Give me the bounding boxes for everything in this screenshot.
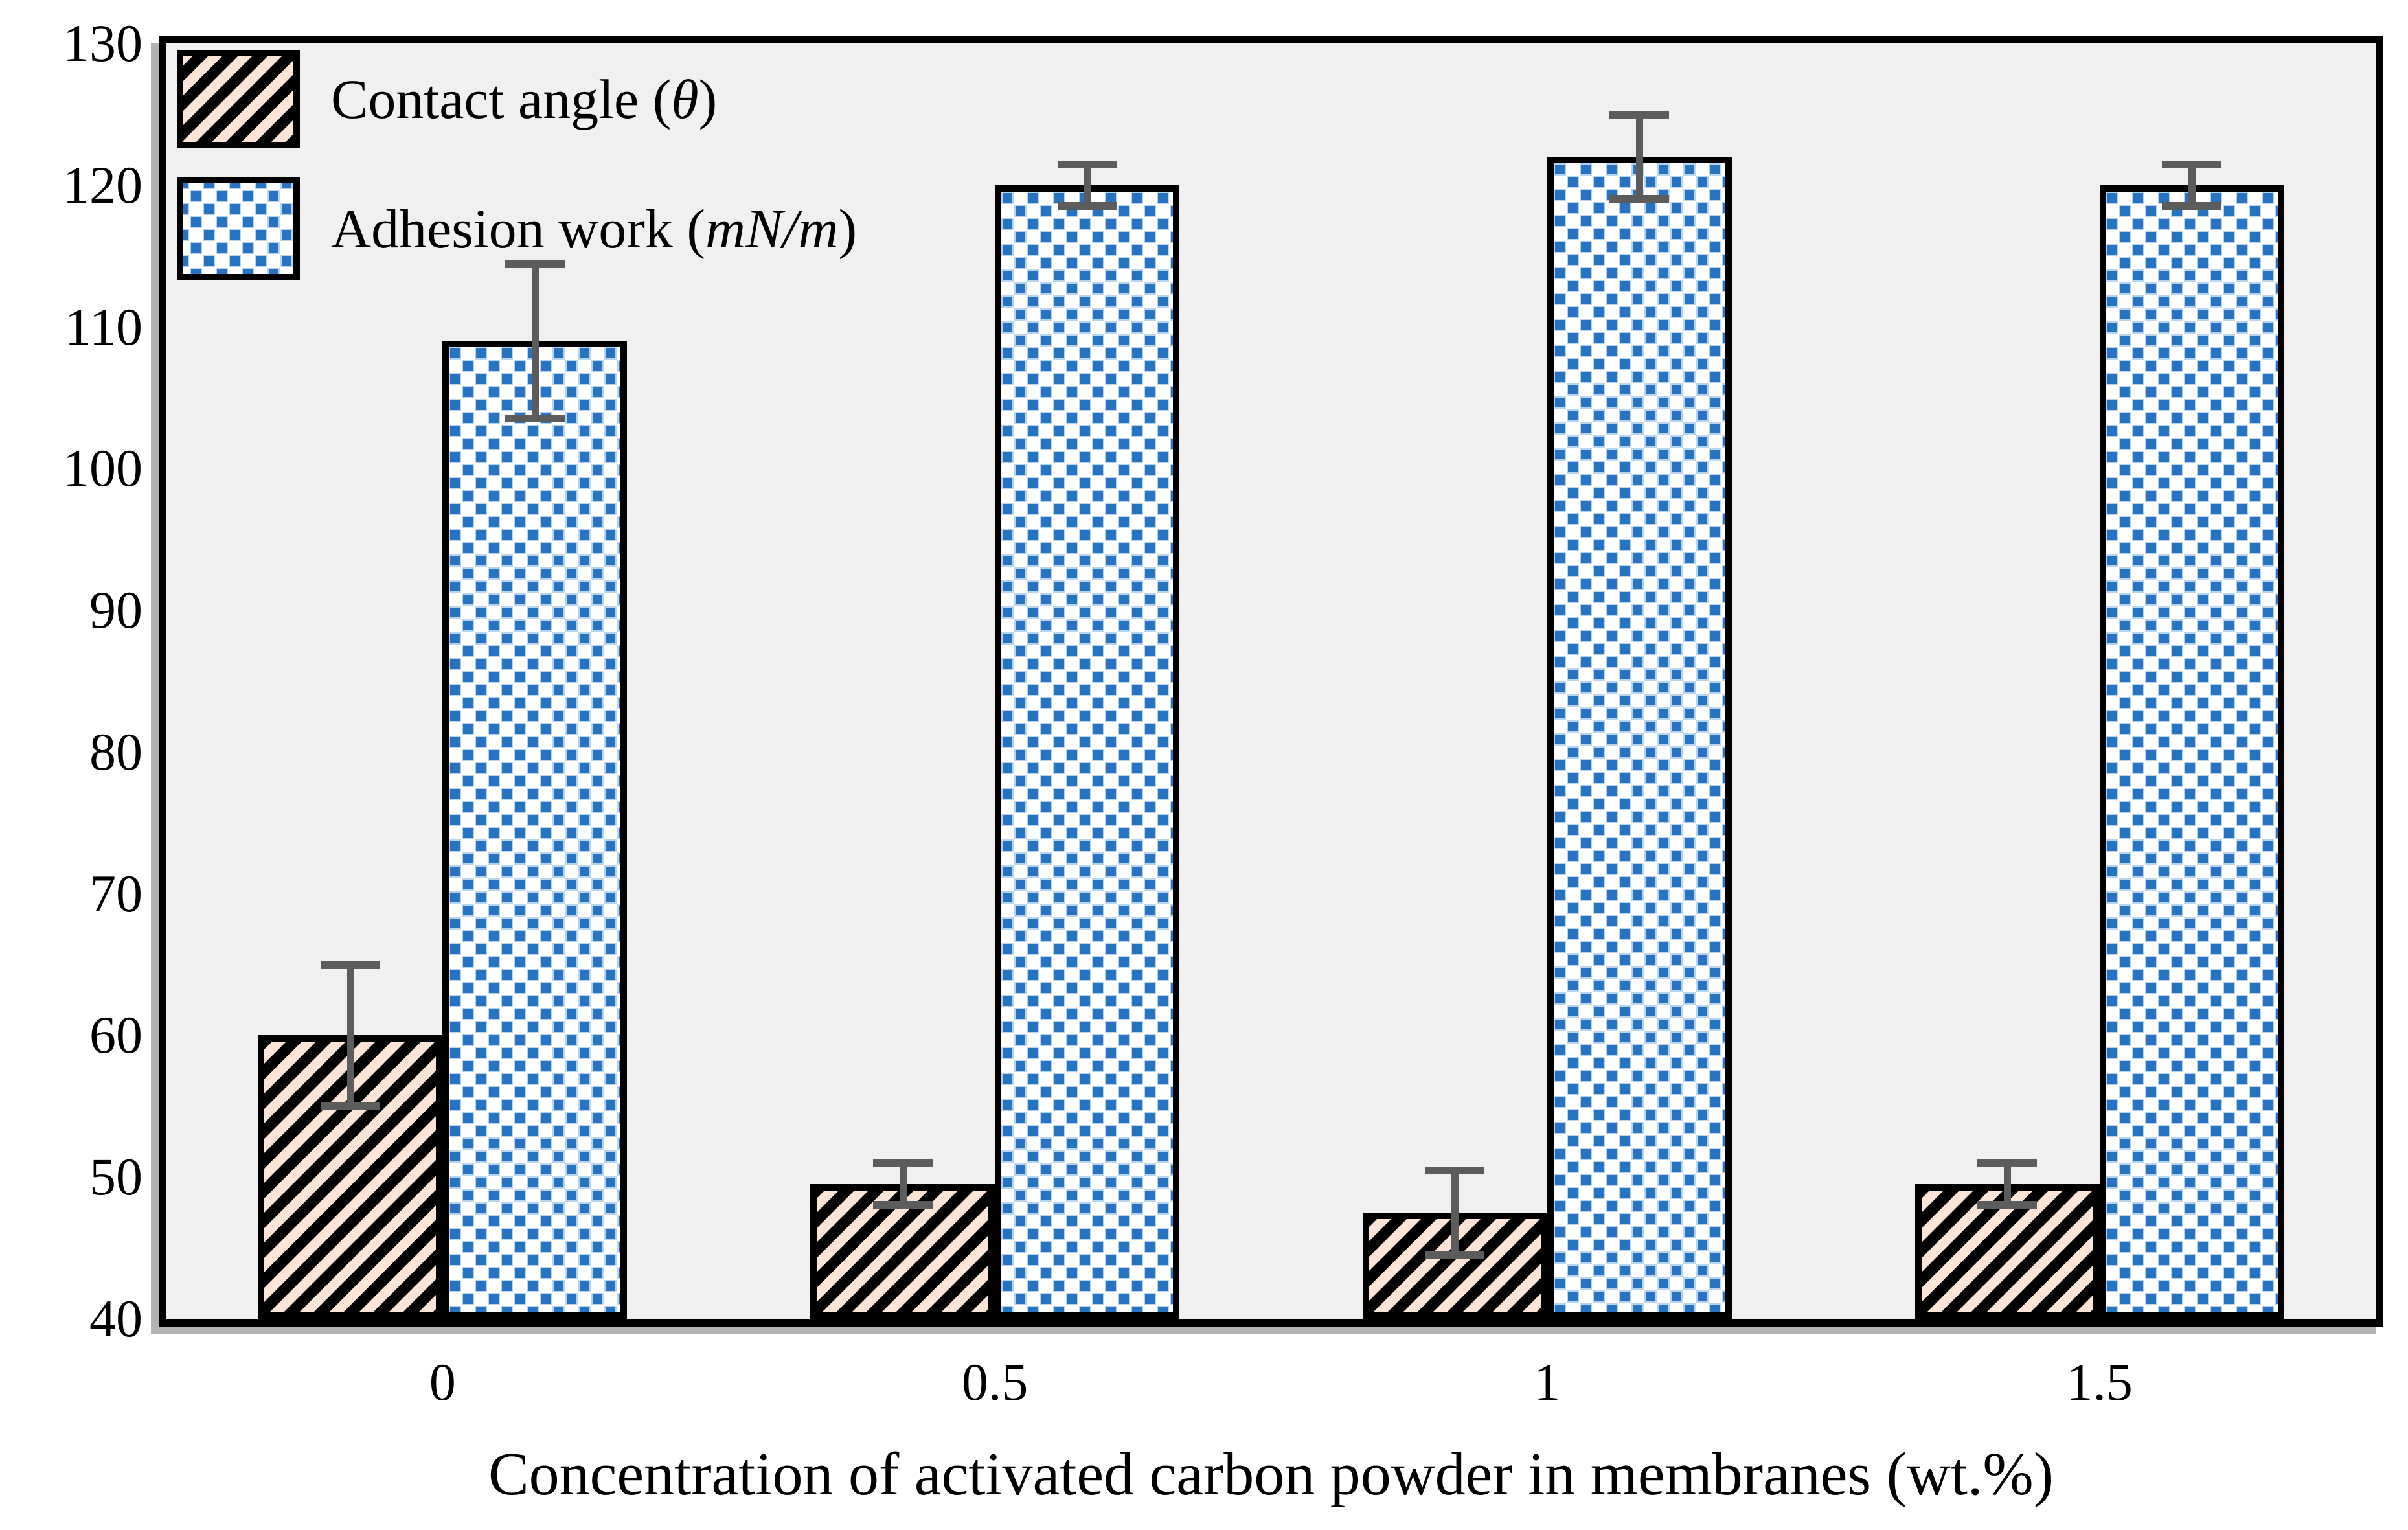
x-tick-label-0: 0	[429, 1353, 456, 1411]
plot-area: Contact angle (θ) Adhesion work (mN/m)	[159, 36, 2383, 1327]
y-tick-label-120: 120	[63, 155, 142, 214]
error-bar-line	[2188, 163, 2196, 207]
error-bar-cap-bottom	[505, 414, 565, 422]
x-tick-label-1: 1	[1534, 1353, 1561, 1411]
y-tick-label-100: 100	[63, 439, 142, 498]
error-bar-line	[1084, 163, 1091, 207]
bar-adhesion-work-0	[442, 341, 628, 1319]
error-bar-cap-top	[320, 961, 380, 970]
error-bar-cap-bottom	[1609, 194, 1670, 203]
x-tick-label-0.5: 0.5	[961, 1353, 1028, 1411]
legend-item-contact-angle: Contact angle (θ)	[177, 50, 717, 148]
y-tick-label-80: 80	[89, 722, 142, 781]
error-bar-cap-bottom	[1977, 1200, 2038, 1209]
error-bar-cap-bottom	[1425, 1250, 1485, 1259]
bar-adhesion-work-1	[1547, 157, 1732, 1319]
error-bar-cap-top	[2162, 160, 2222, 168]
y-tick-label-50: 50	[89, 1147, 142, 1207]
bar-adhesion-work-1.5	[2099, 185, 2284, 1319]
legend-label-adhesion-work: Adhesion work (mN/m)	[331, 198, 858, 260]
bar-adhesion-work-0.5	[995, 185, 1180, 1319]
error-bar-line	[531, 263, 539, 419]
y-tick-label-40: 40	[89, 1289, 142, 1348]
legend-label-contact-angle: Contact angle (θ)	[331, 68, 718, 130]
y-tick-label-70: 70	[89, 863, 142, 923]
adhesion-work-swatch-icon	[177, 177, 300, 280]
x-tick-label-1.5: 1.5	[2066, 1353, 2133, 1411]
error-bar-line	[899, 1163, 907, 1205]
bar-contact-angle-1.5	[1914, 1184, 2100, 1319]
error-bar-line	[1451, 1170, 1459, 1255]
error-bar-line	[346, 965, 354, 1106]
error-bar-cap-bottom	[1057, 201, 1117, 210]
error-bar-cap-bottom	[320, 1101, 380, 1110]
contact-angle-swatch-icon	[177, 50, 300, 148]
bars-layer	[166, 43, 2376, 1319]
y-tick-label-90: 90	[89, 580, 142, 640]
y-tick-label-110: 110	[65, 297, 142, 356]
error-bar-line	[1636, 114, 1644, 200]
error-bar-line	[2004, 1163, 2012, 1205]
error-bar-cap-bottom	[872, 1200, 933, 1209]
error-bar-cap-top	[505, 260, 565, 268]
bar-contact-angle-0.5	[810, 1184, 995, 1319]
legend-item-adhesion-work: Adhesion work (mN/m)	[177, 177, 857, 280]
error-bar-cap-top	[1977, 1159, 2038, 1168]
error-bar-cap-top	[1057, 160, 1117, 168]
y-tick-label-130: 130	[63, 14, 142, 73]
y-tick-label-60: 60	[89, 1005, 142, 1065]
x-axis-title: Concentration of activated carbon powder…	[488, 1441, 2054, 1508]
error-bar-cap-bottom	[2162, 201, 2222, 210]
error-bar-cap-top	[872, 1159, 933, 1168]
error-bar-cap-top	[1425, 1167, 1485, 1175]
error-bar-cap-top	[1609, 111, 1670, 119]
